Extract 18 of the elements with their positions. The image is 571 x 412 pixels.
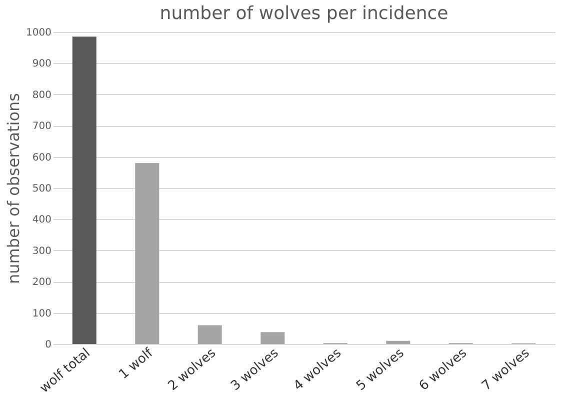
y-tick-label: 900	[32, 58, 52, 70]
y-tick-label: 600	[32, 152, 52, 164]
bar	[386, 340, 410, 344]
bar	[260, 332, 285, 344]
y-tick-label: 100	[32, 308, 52, 320]
y-tick-label: 500	[32, 184, 52, 194]
y-tick-label: 1000	[26, 28, 52, 38]
y-tick-label: 400	[32, 214, 52, 226]
bar	[135, 163, 160, 344]
chart-title: number of wolves per incidence	[160, 3, 448, 24]
y-tick-label: 300	[32, 246, 52, 257]
y-tick-label: 200	[32, 277, 52, 288]
y-tick-label: 0	[45, 340, 52, 350]
bar	[198, 325, 222, 344]
bar	[72, 36, 96, 344]
y-tick-label: 800	[32, 90, 52, 101]
y-tick-label: 700	[32, 121, 52, 132]
y-axis-title: number of observations	[4, 93, 24, 284]
